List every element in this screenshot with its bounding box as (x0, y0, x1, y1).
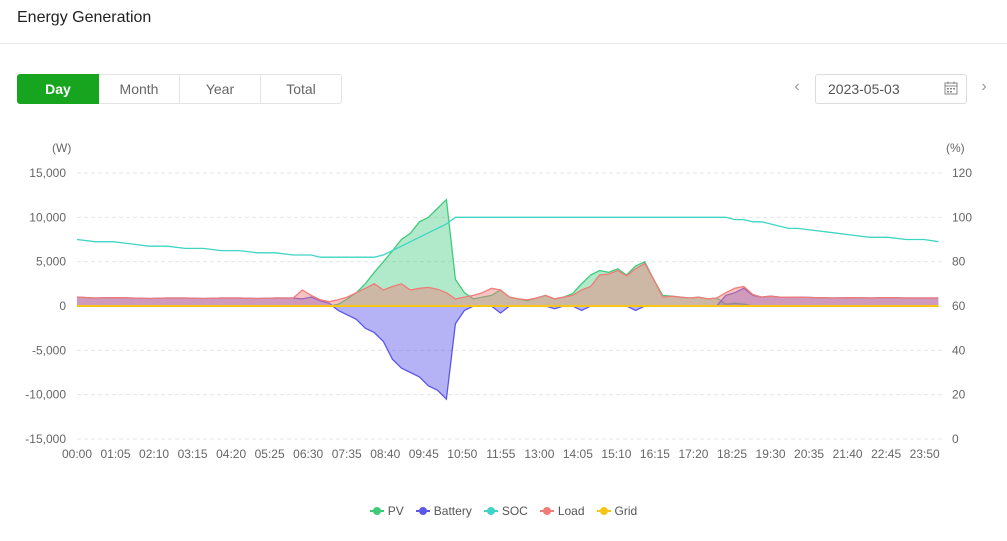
y-tick-label-left: -10,000 (25, 388, 66, 402)
legend-item-battery[interactable]: Battery (415, 504, 472, 518)
x-tick-label: 22:45 (871, 447, 901, 461)
x-tick-label: 07:35 (332, 447, 362, 461)
chart-legend: PV Battery SOC Load Grid (0, 504, 1007, 518)
calendar-icon[interactable] (944, 81, 958, 95)
series-line-load (76, 262, 939, 303)
y-tick-label-left: 10,000 (29, 210, 66, 224)
x-tick-label: 17:20 (678, 447, 708, 461)
x-tick-label: 21:40 (833, 447, 863, 461)
series-area-battery (77, 288, 939, 400)
x-tick-label: 23:50 (910, 447, 940, 461)
tab-total[interactable]: Total (261, 74, 342, 104)
x-tick-label: 13:00 (524, 447, 554, 461)
x-tick-label: 00:00 (62, 447, 92, 461)
x-tick-label: 11:55 (486, 447, 515, 461)
x-tick-label: 14:05 (563, 447, 593, 461)
x-tick-label: 09:45 (409, 447, 439, 461)
legend-item-load[interactable]: Load (539, 504, 585, 518)
series-line-soc (76, 216, 939, 258)
date-picker[interactable] (815, 74, 967, 104)
x-tick-label: 19:30 (756, 447, 786, 461)
series-line-pv (77, 198, 939, 307)
page-header: Energy Generation (0, 0, 1007, 44)
series-area-load (77, 263, 939, 306)
chevron-right-icon[interactable]: › (981, 78, 987, 95)
x-tick-label: 18:25 (717, 447, 747, 461)
y-tick-label-left: 5,000 (36, 255, 66, 269)
period-tabs: Day Month Year Total (17, 74, 342, 104)
legend-label: SOC (501, 504, 528, 518)
legend-marker (539, 505, 554, 515)
legend-marker (596, 505, 611, 515)
series-area-pv (77, 199, 939, 306)
tab-year[interactable]: Year (180, 74, 261, 104)
legend-item-grid[interactable]: Grid (596, 504, 638, 518)
x-tick-label: 06:30 (293, 447, 323, 461)
tab-month[interactable]: Month (99, 74, 180, 104)
chevron-left-icon[interactable]: ‹ (794, 78, 800, 95)
x-tick-label: 15:10 (601, 447, 631, 461)
y-tick-label-right: 20 (952, 388, 966, 402)
x-tick-label: 03:15 (178, 447, 208, 461)
y-tick-label-right: 80 (952, 255, 966, 269)
y-tick-label-right: 40 (952, 343, 966, 357)
legend-marker (369, 505, 384, 515)
legend-label: Battery (433, 504, 472, 518)
y-tick-label-right: 120 (952, 166, 972, 180)
x-tick-label: 08:40 (370, 447, 400, 461)
legend-item-pv[interactable]: PV (369, 504, 404, 518)
x-tick-label: 04:20 (216, 447, 246, 461)
y-axis-unit-left: (W) (52, 141, 71, 155)
x-tick-label: 20:35 (794, 447, 824, 461)
date-input[interactable] (826, 80, 940, 98)
legend-marker (415, 505, 430, 515)
y-tick-label-left: 15,000 (29, 166, 66, 180)
y-axis-unit-right: (%) (946, 141, 965, 155)
x-tick-label: 10:50 (447, 447, 477, 461)
x-tick-label: 05:25 (255, 447, 285, 461)
page-title: Energy Generation (17, 9, 152, 26)
y-tick-label-right: 60 (952, 299, 966, 313)
tab-day[interactable]: Day (17, 74, 99, 104)
energy-chart: 15,000 120 10,000 100 5,000 80 0 60 -5,000 40 -10,… (25, 141, 972, 461)
legend-label: Load (557, 504, 585, 518)
y-tick-label-left: -5,000 (32, 343, 66, 357)
y-tick-label-right: 100 (952, 210, 972, 224)
x-tick-label: 16:15 (640, 447, 670, 461)
legend-marker (483, 505, 498, 515)
x-tick-label: 01:05 (101, 447, 131, 461)
legend-label: Grid (614, 504, 638, 518)
y-tick-label-left: -15,000 (25, 432, 66, 446)
legend-item-soc[interactable]: SOC (483, 504, 528, 518)
y-tick-label-left: 0 (59, 299, 66, 313)
y-tick-label-right: 0 (952, 432, 959, 446)
legend-label: PV (387, 504, 404, 518)
x-tick-label: 02:10 (139, 447, 169, 461)
